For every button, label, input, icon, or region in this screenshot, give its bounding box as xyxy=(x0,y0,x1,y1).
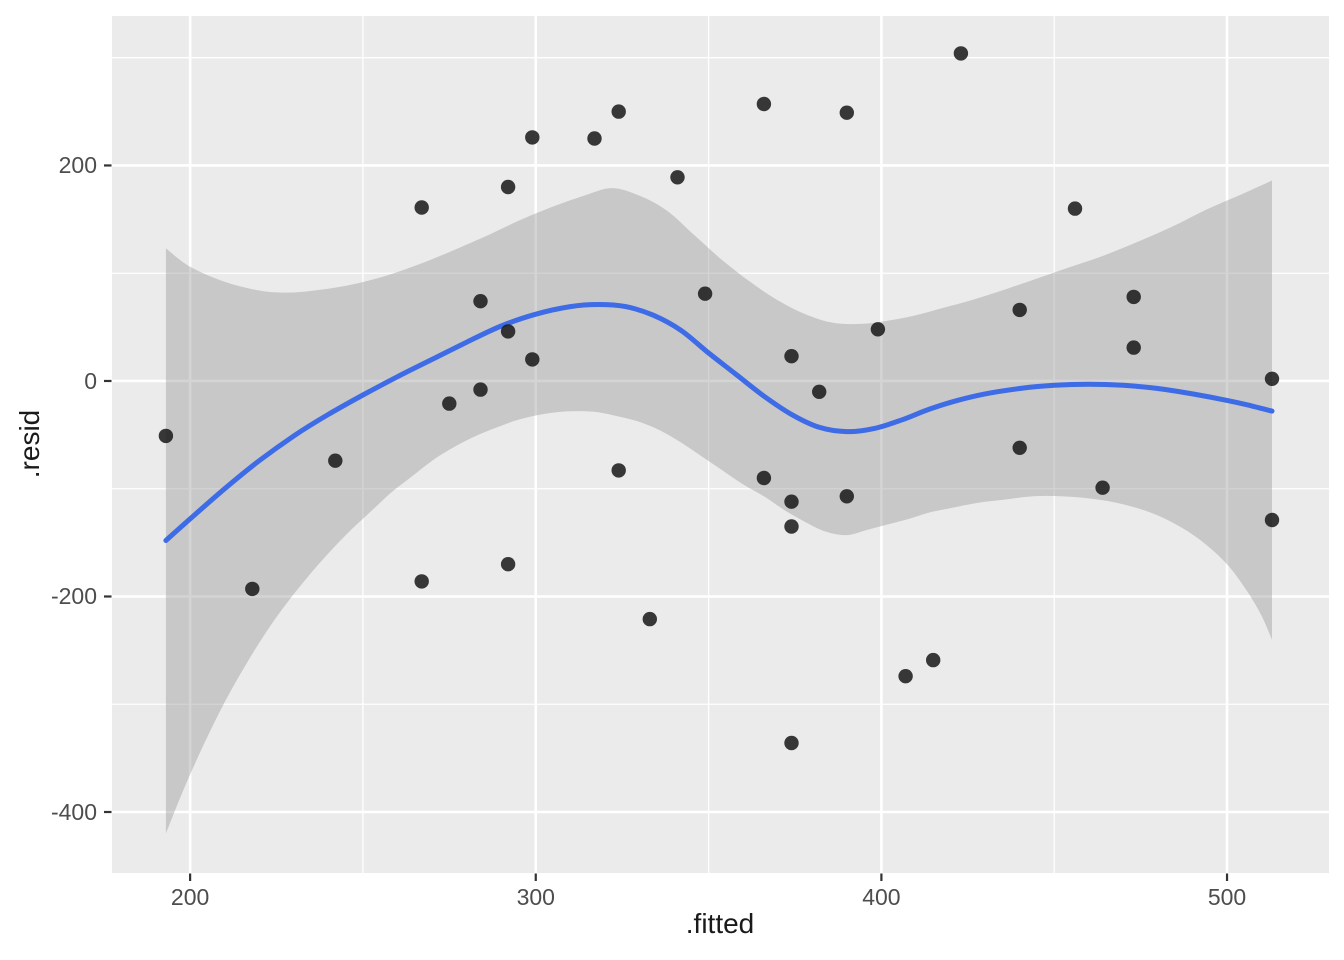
x-tick-label: 200 xyxy=(170,884,210,910)
data-point xyxy=(1012,302,1027,318)
y-tick-label: 0 xyxy=(84,367,97,394)
data-point xyxy=(642,611,657,627)
data-point xyxy=(500,179,516,195)
data-point xyxy=(839,105,854,120)
x-tick-label: 300 xyxy=(516,884,555,910)
data-point xyxy=(1012,440,1027,455)
data-point xyxy=(756,470,772,486)
data-point xyxy=(812,384,827,399)
data-point xyxy=(697,286,713,301)
data-point xyxy=(473,294,488,309)
data-point xyxy=(414,574,429,589)
data-point xyxy=(414,200,429,215)
data-point xyxy=(245,581,260,597)
data-point xyxy=(1126,340,1141,355)
x-axis-title: .fitted xyxy=(685,908,755,939)
data-point xyxy=(898,669,913,684)
data-point xyxy=(525,352,540,367)
data-point xyxy=(1067,201,1083,216)
loess-smooth-line xyxy=(163,301,1275,543)
plot-panel xyxy=(112,16,1329,873)
data-point xyxy=(784,519,799,534)
data-point xyxy=(500,557,516,572)
data-point xyxy=(784,494,799,509)
data-point xyxy=(1264,512,1280,528)
data-point xyxy=(784,735,799,751)
data-point xyxy=(756,96,772,112)
data-point xyxy=(587,131,602,146)
data-point xyxy=(611,104,626,119)
data-point xyxy=(500,324,516,339)
data-point xyxy=(784,349,799,364)
x-tick-label: 500 xyxy=(1207,884,1247,910)
y-axis-title: .resid xyxy=(14,409,45,479)
data-point xyxy=(670,170,685,185)
data-point xyxy=(525,130,540,145)
y-tick-label: -200 xyxy=(50,583,97,610)
data-point xyxy=(839,489,854,504)
confidence-band xyxy=(165,180,1272,834)
data-point xyxy=(1126,289,1141,305)
data-point xyxy=(870,322,886,337)
data-point xyxy=(473,382,488,397)
data-point xyxy=(328,453,343,468)
y-tick-label: 200 xyxy=(58,152,97,179)
data-point xyxy=(442,396,457,411)
data-point xyxy=(158,428,174,444)
x-tick-label: 400 xyxy=(862,884,901,910)
data-point xyxy=(953,46,969,61)
data-point xyxy=(1264,371,1280,386)
data-point xyxy=(611,463,626,478)
data-point xyxy=(926,652,941,668)
data-point xyxy=(1095,480,1110,495)
y-tick-label: -400 xyxy=(50,799,97,825)
